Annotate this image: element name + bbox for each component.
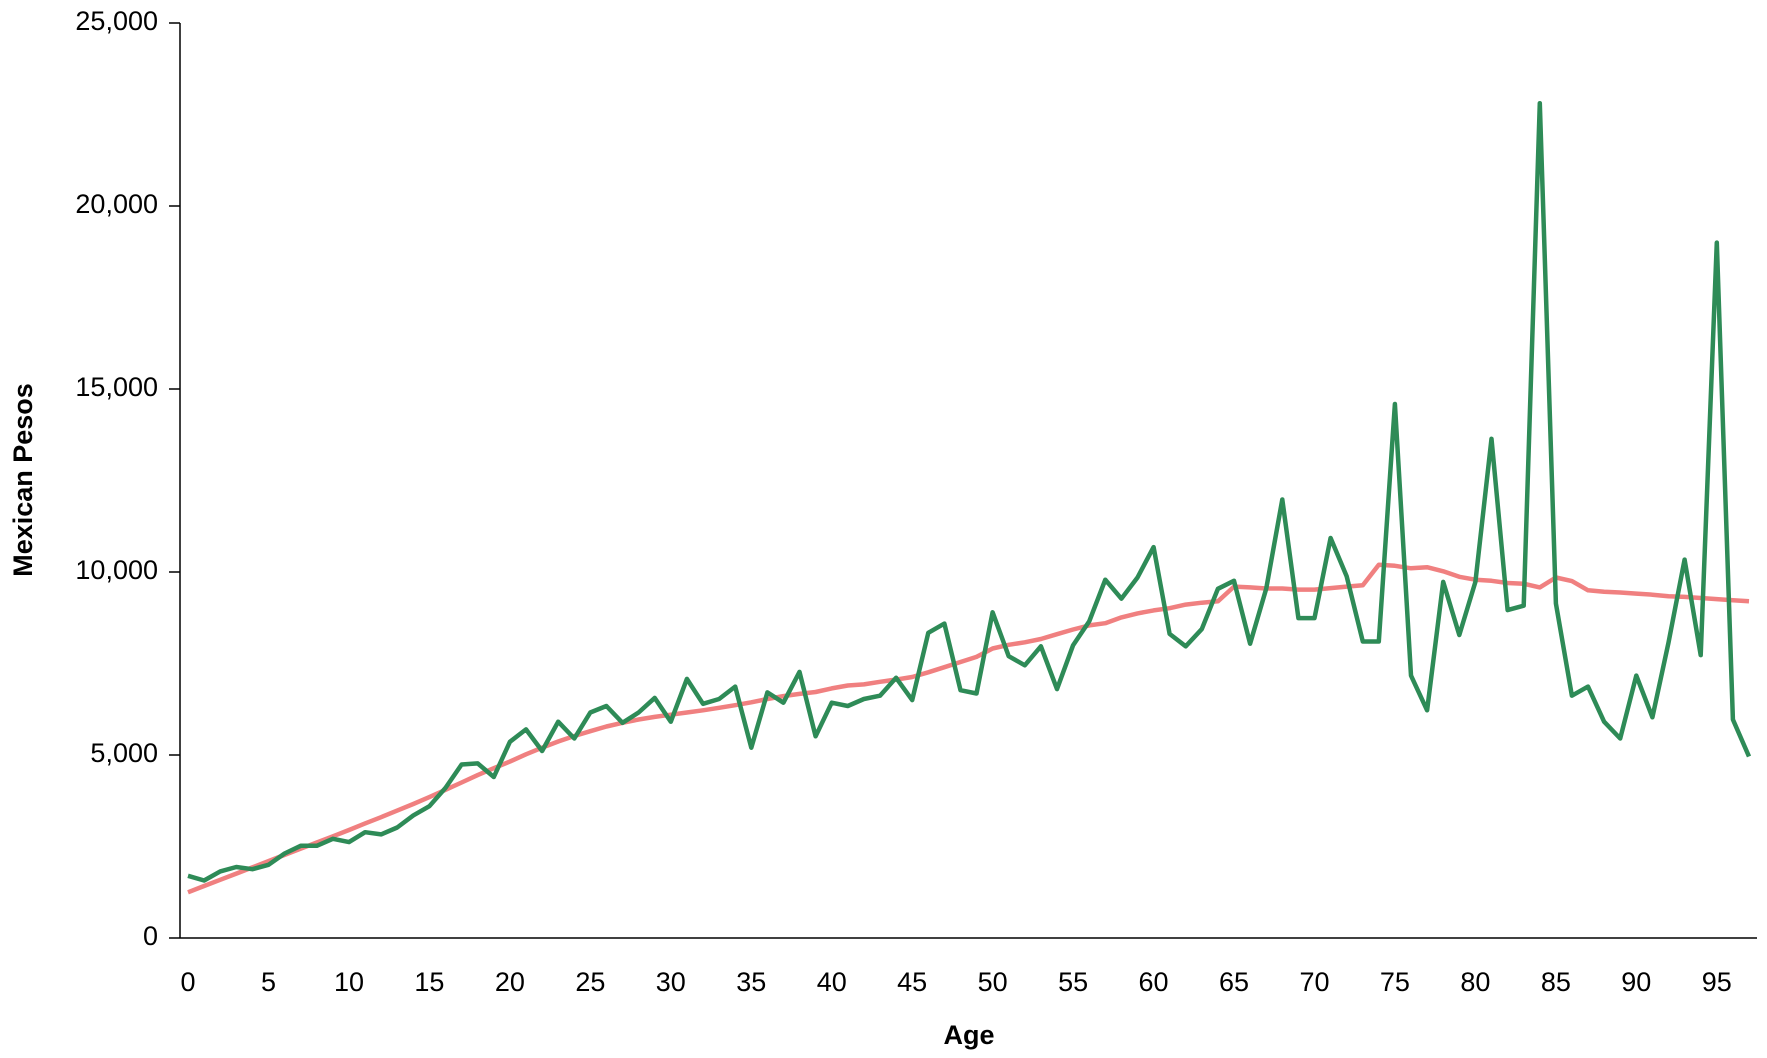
x-tick-label: 15 bbox=[414, 967, 444, 997]
series-line bbox=[187, 100, 1752, 883]
x-tick-label: 0 bbox=[181, 967, 196, 997]
x-tick-label: 25 bbox=[575, 967, 605, 997]
x-tick-label: 70 bbox=[1299, 967, 1329, 997]
x-tick-label: 75 bbox=[1380, 967, 1410, 997]
x-tick-label: 10 bbox=[334, 967, 364, 997]
x-tick-label: 45 bbox=[897, 967, 927, 997]
y-tick-label: 15,000 bbox=[75, 372, 158, 402]
x-tick-label: 5 bbox=[261, 967, 276, 997]
y-tick-label: 10,000 bbox=[75, 555, 158, 585]
y-axis-title: Mexican Pesos bbox=[8, 383, 38, 577]
x-tick-label: 65 bbox=[1219, 967, 1249, 997]
y-tick-label: 0 bbox=[143, 921, 158, 951]
x-axis-title: Age bbox=[943, 1020, 994, 1050]
x-tick-label: 30 bbox=[656, 967, 686, 997]
x-tick-label: 55 bbox=[1058, 967, 1088, 997]
x-tick-label: 95 bbox=[1702, 967, 1732, 997]
x-tick-label: 85 bbox=[1541, 967, 1571, 997]
x-tick-label: 60 bbox=[1139, 967, 1169, 997]
y-tick-label: 25,000 bbox=[75, 6, 158, 36]
series-line bbox=[187, 562, 1750, 895]
x-tick-label: 35 bbox=[736, 967, 766, 997]
x-tick-label: 80 bbox=[1460, 967, 1490, 997]
y-tick-label: 20,000 bbox=[75, 189, 158, 219]
x-tick-label: 40 bbox=[817, 967, 847, 997]
y-tick-label: 5,000 bbox=[90, 738, 158, 768]
x-tick-label: 90 bbox=[1621, 967, 1651, 997]
x-tick-label: 20 bbox=[495, 967, 525, 997]
x-tick-label: 50 bbox=[978, 967, 1008, 997]
